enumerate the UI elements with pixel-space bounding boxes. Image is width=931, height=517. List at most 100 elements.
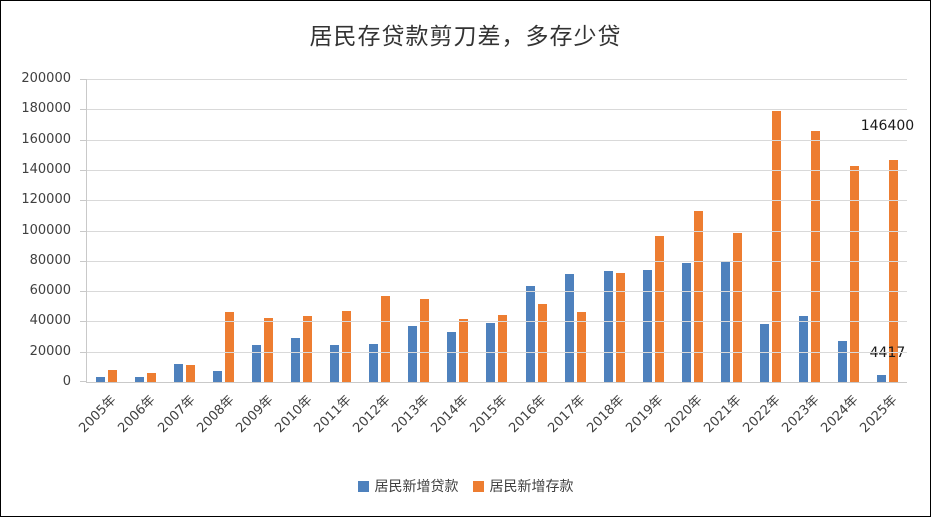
- x-axis-label: 2022年: [740, 392, 784, 437]
- legend-item-series-1: 居民新增贷款: [357, 476, 459, 496]
- y-axis-tick-label: 200000: [21, 71, 71, 86]
- x-axis-label: 2018年: [584, 392, 628, 437]
- bar-series-1: [291, 338, 301, 382]
- bar-series-2: [342, 310, 352, 382]
- bar-groups: 2005年 2006年 2007年 2008年 2009年 2010年 2011年 2012年…: [77, 79, 914, 436]
- data-label: 146400: [860, 118, 915, 135]
- bar-series-2: [888, 160, 898, 382]
- bar-group: 2005年: [77, 79, 126, 436]
- y-axis-tickmark: [80, 260, 86, 262]
- y-axis-tickmark: [80, 139, 86, 141]
- gridline: [87, 79, 907, 80]
- legend-label: 居民新增贷款: [374, 479, 459, 495]
- y-axis-tick-label: 60000: [29, 283, 71, 299]
- bar-group: 2007年: [155, 79, 204, 436]
- bar-series-1: [642, 269, 652, 382]
- y-axis-tickmark: [80, 169, 86, 171]
- bar-series-1: [174, 363, 184, 382]
- plot-area: 2005年 2006年 2007年 2008年 2009年 2010年 2011年 2012年…: [77, 79, 914, 436]
- bar-series-1: [759, 323, 769, 382]
- y-axis-tick-label: 180000: [21, 101, 71, 117]
- legend-swatch: [472, 480, 484, 492]
- gridline: [87, 139, 907, 141]
- x-axis-label: 2023年: [779, 392, 823, 437]
- x-axis-label: 2011年: [311, 392, 355, 437]
- bar-series-2: [303, 316, 313, 382]
- bar-group: 2025年 4417 146400: [858, 79, 914, 436]
- bar-series-1: [564, 273, 574, 382]
- y-axis-tickmark: [80, 381, 86, 382]
- gridline: [87, 291, 907, 293]
- y-axis-tickmark: [80, 79, 86, 80]
- bar-series-2: [186, 364, 196, 382]
- y-axis-tickmark: [80, 291, 86, 293]
- x-axis-label: 2014年: [428, 392, 472, 437]
- bar-series-2: [615, 272, 625, 382]
- y-axis-tickmark: [80, 321, 86, 323]
- legend-label: 居民新增存款: [489, 479, 574, 495]
- gridline: [87, 260, 907, 262]
- bar-series-2: [576, 312, 586, 382]
- bar-group: 2016年: [506, 79, 556, 436]
- x-axis-label: 2015年: [467, 392, 511, 437]
- bar-series-2: [693, 210, 703, 382]
- y-axis-tick-label: 20000: [29, 343, 71, 359]
- x-axis-label: 2005年: [76, 392, 120, 437]
- x-axis-label: 2006年: [115, 392, 160, 437]
- bar-group: 2018年: [584, 79, 634, 436]
- y-axis: 0 20000 40000 60000 80000 100000 120000 140000 1…: [1, 71, 71, 389]
- bar-series-2: [381, 295, 391, 382]
- legend-swatch: [357, 480, 369, 492]
- bar-series-2: [537, 303, 547, 382]
- y-axis-tick-label: 100000: [21, 222, 71, 238]
- bar-group: 2006年: [116, 79, 165, 436]
- x-axis-label: 2016年: [506, 392, 550, 437]
- bar-group: 2023年: [780, 79, 829, 436]
- bar-series-1: [837, 341, 847, 382]
- bar-series-1: [369, 344, 379, 382]
- y-axis-tickmark: [80, 109, 86, 111]
- bar-series-1: [330, 344, 340, 382]
- bar-series-1: [876, 375, 886, 382]
- gridline: [87, 230, 907, 232]
- bar-group: 2011年: [311, 79, 360, 436]
- bar-series-2: [108, 369, 118, 382]
- y-axis-tick-label: 140000: [21, 161, 71, 177]
- x-axis-label: 2021年: [701, 392, 745, 437]
- y-axis-tickmark: [80, 230, 86, 232]
- bar-group: 2020年: [662, 79, 712, 436]
- bar-series-2: [810, 130, 820, 382]
- bar-group: 2022年: [741, 79, 790, 436]
- x-axis-label: 2009年: [232, 392, 277, 437]
- bar-series-2: [147, 372, 157, 382]
- x-axis-label: 2012年: [350, 392, 394, 437]
- x-axis-label: 2025年: [857, 392, 901, 437]
- bar-group: 2019年: [623, 79, 673, 436]
- bar-group: 2017年: [545, 79, 595, 436]
- y-axis-tick-label: 0: [62, 374, 71, 389]
- bar-series-2: [264, 317, 274, 382]
- x-axis-label: 2020年: [662, 392, 706, 437]
- bar-series-2: [654, 235, 664, 382]
- bar-group: 2009年: [233, 79, 282, 436]
- legend-item-series-2: 居民新增存款: [472, 476, 574, 496]
- bar-group: 2014年: [428, 79, 477, 436]
- y-axis-tick-label: 40000: [29, 313, 71, 329]
- x-axis-label: 2017年: [545, 392, 589, 437]
- y-axis-tick-label: 120000: [21, 192, 71, 208]
- bar-series-2: [420, 298, 430, 382]
- x-axis-label: 2007年: [154, 392, 199, 437]
- bar-group: 2010年: [272, 79, 321, 436]
- bar-series-1: [252, 344, 262, 382]
- bar-group: 2012年: [350, 79, 399, 436]
- bar-series-1: [408, 325, 418, 382]
- bar-series-1: [798, 316, 808, 382]
- bar-series-1: [447, 332, 457, 382]
- gridline: [87, 169, 907, 171]
- gridline: [87, 200, 907, 202]
- y-axis-tickmark: [80, 200, 86, 202]
- bar-series-1: [213, 370, 223, 382]
- bar-series-1: [681, 263, 691, 382]
- bar-group: 2013年: [389, 79, 438, 436]
